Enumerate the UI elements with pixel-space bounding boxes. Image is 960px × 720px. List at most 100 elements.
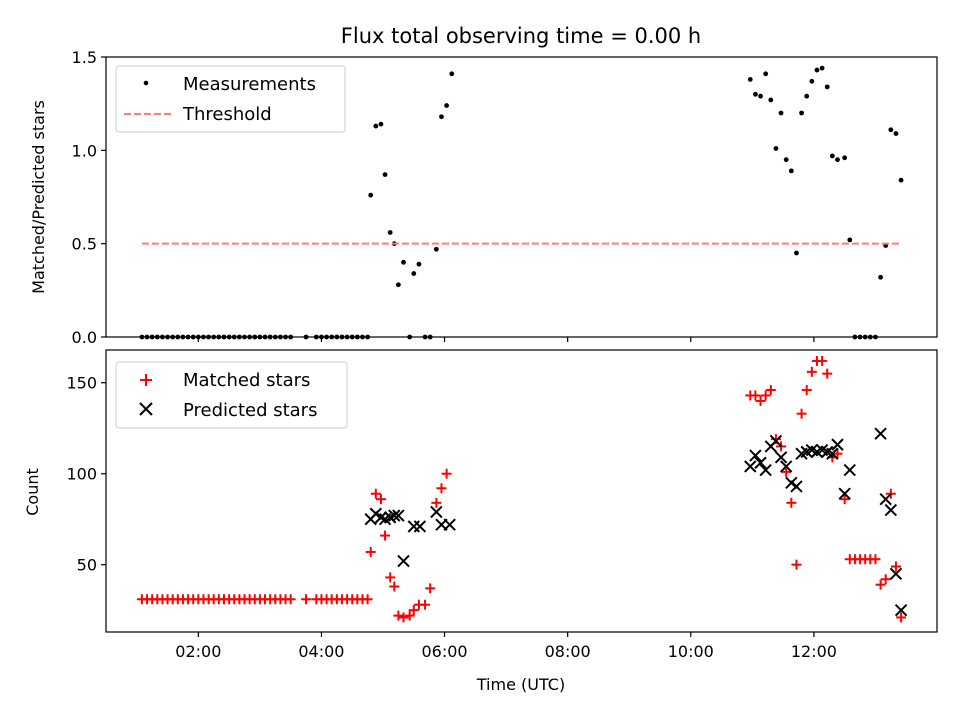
matched-stars-point [408, 605, 419, 616]
matched-stars-point [880, 574, 891, 585]
predicted-stars-point [838, 487, 851, 500]
matched-stars-point [890, 561, 901, 572]
count-legend: Matched stars Predicted stars [115, 361, 348, 429]
measurements-point [444, 103, 450, 108]
matched-stars-point [389, 581, 400, 592]
measurements-point [758, 93, 763, 99]
predicted-stars-point [790, 480, 803, 493]
legend-label-predicted: Predicted stars [183, 400, 317, 421]
matched-stars-point [425, 583, 436, 594]
ratio-legend: Measurements Threshold [115, 65, 346, 133]
matched-stars-point [385, 572, 396, 583]
legend-marker-predicted [139, 402, 153, 416]
predicted-stars-point [759, 463, 772, 477]
matched-stars-point [765, 385, 776, 396]
y-axis-label-count: Count [23, 468, 42, 516]
matched-stars-point [791, 559, 802, 570]
matched-stars-point [786, 497, 797, 508]
matched-stars-point [750, 390, 761, 401]
matched-stars-point [420, 599, 431, 610]
predicted-stars-point [388, 509, 401, 522]
predicted-stars-point [785, 476, 798, 490]
predicted-stars-point [831, 438, 844, 451]
legend-marker-matched [140, 374, 152, 386]
matched-stars-point [870, 554, 881, 565]
y-tick-label: 0.0 [72, 328, 97, 347]
matched-stars-point [370, 488, 381, 499]
measurements-point [835, 157, 840, 163]
matched-stars-point [404, 610, 415, 621]
matched-stars-point [285, 594, 296, 605]
measurements-point [814, 67, 820, 73]
measurements-point [809, 78, 815, 84]
matched-stars-point [380, 530, 391, 541]
measurements-point [433, 246, 439, 252]
measurements-point [799, 110, 804, 116]
chart-title: Flux total observing time = 0.00 h [341, 24, 701, 48]
measurements-point [763, 71, 769, 77]
predicted-stars-point [744, 460, 757, 473]
x-tick-label: 10:00 [668, 642, 714, 661]
ratio-panel: Flux total observing time = 0.00 h Match… [29, 24, 938, 347]
y-axis-label-ratio: Matched/Predicted stars [29, 100, 48, 294]
matched-stars-point [822, 368, 833, 379]
measurements-point [893, 131, 899, 136]
measurements-point [439, 114, 444, 120]
x-tick-label: 12:00 [791, 642, 837, 661]
x-tick-label: 08:00 [545, 642, 591, 661]
y-tick-label: 1.5 [72, 48, 97, 67]
predicted-stars-point [826, 447, 839, 460]
measurements-point [416, 261, 422, 267]
measurements-point [773, 146, 779, 151]
measurements-point [888, 127, 894, 133]
matched-stars-point [796, 408, 807, 419]
x-axis-label: Time (UTC) [476, 675, 565, 694]
matched-stars-point [755, 395, 766, 406]
predicted-stars-point [874, 427, 887, 440]
measurements-point [878, 274, 883, 280]
predicted-stars-point [884, 503, 898, 517]
legend-marker-measurements [143, 80, 149, 86]
matched-stars-point [431, 497, 442, 508]
legend-label-threshold: Threshold [182, 104, 272, 125]
y-tick-label: 0.5 [72, 235, 97, 254]
matched-stars-point [301, 594, 312, 605]
predicted-stars-point [369, 507, 383, 520]
predicted-stars-point [843, 463, 857, 477]
predicted-stars-point [769, 434, 783, 448]
measurements-point [449, 71, 455, 77]
y-tick-label: 1.0 [72, 141, 97, 160]
measurements-point [783, 157, 789, 163]
measurements-point [401, 259, 406, 265]
predicted-stars-point [894, 603, 908, 617]
count-panel: Count Time (UTC) 50 100 150 02:00 04:00 06:00… [23, 349, 938, 694]
y-tick-label: 100 [66, 465, 97, 484]
matched-stars-point [393, 610, 404, 621]
measurements-point [847, 237, 853, 243]
measurements-point [368, 192, 374, 198]
matched-stars-point [832, 448, 843, 459]
measurements-point [747, 77, 753, 82]
legend-label-measurements: Measurements [183, 74, 316, 95]
matched-stars-point [801, 385, 812, 396]
measurements-point [382, 172, 388, 178]
measurements-point [829, 153, 835, 159]
predicted-stars-point [413, 520, 427, 533]
matched-stars-point [839, 494, 850, 505]
predicted-stars-point [749, 449, 762, 462]
matched-stars-point [817, 355, 828, 366]
predicted-stars-point [430, 505, 443, 519]
predicted-stars-point [779, 460, 793, 473]
measurements-point [753, 91, 758, 97]
matched-stars-point [896, 612, 907, 623]
measurements-point [373, 123, 379, 129]
measurements-point [819, 65, 825, 71]
matched-stars-point [441, 468, 452, 479]
matched-stars-point [362, 594, 373, 605]
predicted-stars-point [879, 492, 892, 506]
plot-frame [105, 349, 938, 633]
measurements-point [411, 271, 417, 276]
predicted-stars-point [754, 456, 767, 470]
matched-stars-point [875, 579, 886, 590]
